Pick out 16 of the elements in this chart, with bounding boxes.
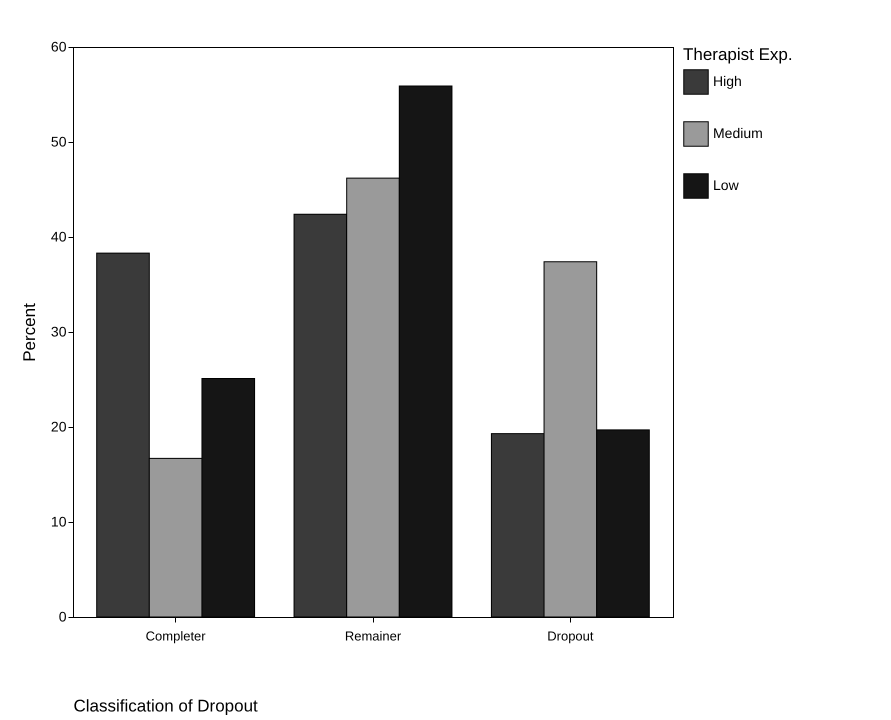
y-tick-label: 30 bbox=[50, 324, 67, 340]
y-tick-label: 20 bbox=[50, 418, 67, 434]
y-tick-label: 10 bbox=[50, 514, 67, 530]
y-tick-label: 60 bbox=[50, 38, 67, 54]
legend-title: Therapist Exp. bbox=[683, 45, 793, 64]
legend-label: Low bbox=[713, 177, 740, 193]
x-tick-label: Remainer bbox=[344, 628, 402, 644]
y-tick-label: 50 bbox=[50, 134, 67, 150]
x-tick-label: Dropout bbox=[547, 628, 594, 644]
y-axis-title: Percent bbox=[20, 302, 39, 362]
legend-label: Medium bbox=[713, 125, 763, 141]
legend-label: High bbox=[713, 73, 742, 89]
x-axis-title: Classification of Dropout bbox=[74, 696, 258, 716]
y-tick-label: 40 bbox=[50, 228, 67, 244]
y-tick-label: 0 bbox=[58, 608, 67, 624]
x-tick-label: Completer bbox=[146, 628, 206, 644]
